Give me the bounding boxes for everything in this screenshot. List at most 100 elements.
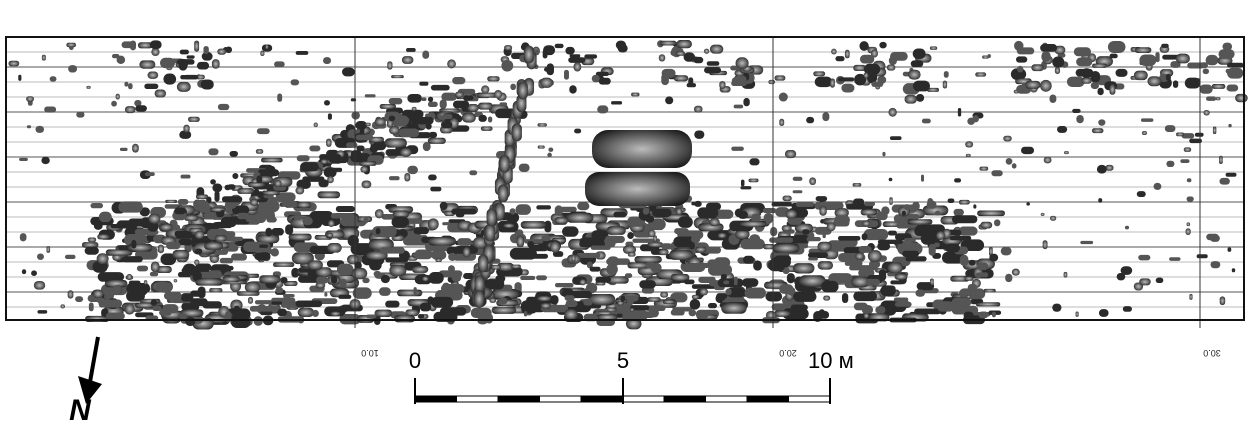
anomaly (66, 43, 76, 47)
anomaly (492, 307, 516, 314)
anomaly (379, 287, 391, 296)
anomaly (590, 267, 601, 272)
anomaly (160, 58, 175, 68)
anomaly (902, 211, 906, 216)
anomaly (707, 231, 716, 239)
scale-segment (706, 396, 748, 402)
anomaly (246, 217, 262, 222)
anomaly (1041, 51, 1050, 62)
anomaly (694, 106, 703, 113)
anomaly (140, 299, 161, 304)
anomaly (1064, 272, 1068, 278)
anomaly (1012, 163, 1017, 168)
anomaly (904, 238, 916, 241)
anomaly (37, 310, 47, 313)
anomaly (117, 220, 134, 228)
anomaly (46, 246, 50, 253)
anomaly (1232, 268, 1235, 272)
anomaly (718, 233, 727, 238)
anomaly (1228, 124, 1231, 128)
anomaly (630, 308, 634, 311)
anomaly (905, 95, 917, 104)
anomaly (678, 216, 693, 228)
anomaly (1156, 278, 1164, 283)
anomaly (421, 97, 426, 100)
anomaly (359, 161, 376, 165)
anomaly (653, 235, 657, 242)
anomaly (1173, 80, 1178, 88)
anomaly (1006, 158, 1013, 165)
anomaly (389, 265, 406, 276)
anomaly (1185, 78, 1201, 89)
anomaly (862, 233, 868, 240)
anomaly (1220, 296, 1225, 305)
anomaly (68, 65, 77, 72)
anomaly (254, 253, 270, 260)
anomaly (577, 253, 600, 258)
anomaly (808, 257, 818, 260)
anomaly (895, 274, 908, 280)
anomaly (1227, 63, 1244, 68)
anomaly (111, 101, 117, 107)
anomaly (155, 89, 166, 97)
anomaly (782, 225, 792, 231)
anomaly (428, 97, 433, 102)
anomaly (879, 42, 886, 49)
anomaly (538, 123, 547, 126)
anomaly (690, 299, 701, 310)
anomaly (966, 295, 971, 298)
anomaly (281, 277, 288, 283)
anomaly (806, 237, 820, 241)
anomaly (911, 60, 924, 67)
anomaly (819, 309, 825, 317)
anomaly (830, 78, 835, 87)
anomaly (721, 303, 746, 314)
anomaly (1080, 49, 1086, 56)
anomaly (309, 146, 320, 152)
anomaly (327, 168, 342, 172)
anomaly (793, 177, 803, 181)
anomaly (694, 130, 704, 138)
scale-segment (789, 396, 831, 402)
anomaly (35, 126, 44, 133)
anomaly (774, 75, 785, 80)
anomaly (934, 243, 940, 248)
scale-label: 10 м (808, 348, 854, 373)
anomaly (362, 180, 372, 188)
anomaly (704, 49, 709, 54)
anomaly (613, 212, 626, 218)
anomaly (1080, 241, 1093, 244)
anomaly (391, 75, 404, 78)
anomaly (152, 306, 161, 311)
anomaly (232, 173, 238, 179)
anomaly (696, 310, 709, 319)
anomaly (327, 243, 342, 253)
anomaly (501, 60, 513, 72)
anomaly (922, 119, 931, 124)
anomaly (478, 103, 493, 110)
anomaly (1001, 247, 1012, 255)
anomaly (487, 76, 500, 81)
anomaly (132, 144, 139, 153)
anomaly (902, 251, 919, 257)
anomaly (22, 269, 26, 274)
anomaly (217, 49, 226, 55)
anomaly (27, 125, 31, 128)
anomaly (274, 61, 285, 67)
anomaly (230, 151, 238, 157)
anomaly (853, 183, 862, 186)
anomaly (749, 158, 759, 165)
anomaly (503, 223, 514, 227)
anomaly (921, 175, 924, 182)
anomaly (353, 287, 372, 298)
anomaly (413, 227, 428, 234)
anomaly (555, 44, 564, 48)
anomaly (351, 150, 362, 158)
anomaly (1212, 84, 1226, 89)
anomaly (1142, 131, 1147, 135)
anomaly (1014, 41, 1023, 51)
anomaly (1166, 161, 1174, 167)
anomaly (76, 112, 84, 118)
anomaly (428, 175, 437, 181)
anomaly (731, 147, 744, 151)
